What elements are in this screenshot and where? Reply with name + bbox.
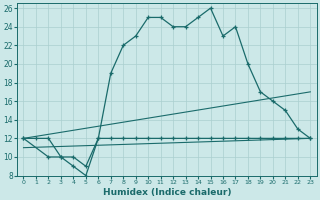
X-axis label: Humidex (Indice chaleur): Humidex (Indice chaleur) (103, 188, 231, 197)
